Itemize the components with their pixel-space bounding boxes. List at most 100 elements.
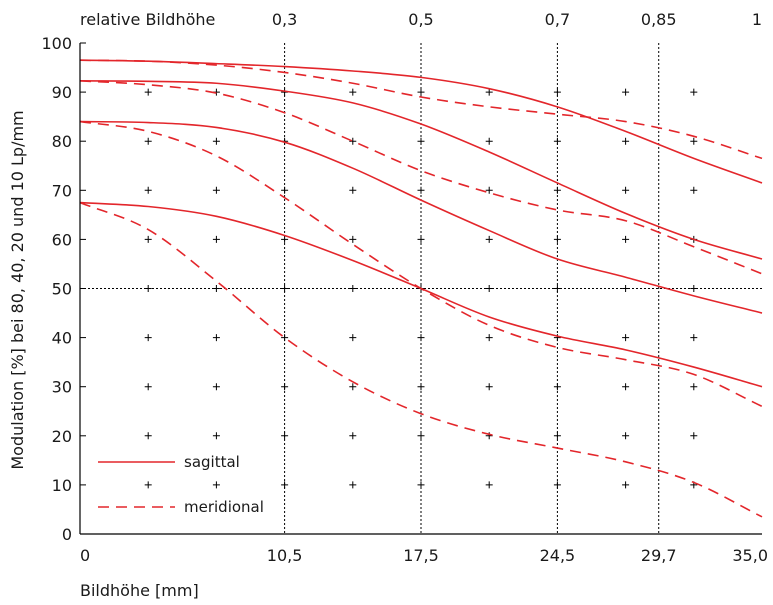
grid-mark-3-8 [349, 88, 357, 96]
grid-mark-3-0 [349, 481, 357, 489]
grid-mark-6-4 [553, 285, 561, 292]
grid-mark-4-0 [417, 481, 425, 489]
grid-mark-0-2 [144, 383, 152, 391]
grid-mark-7-8 [622, 88, 630, 96]
grid-mark-1-4 [212, 285, 220, 292]
grid-mark-6-6 [553, 186, 561, 194]
series-line-7-solid [79, 201, 763, 388]
y-tick-label-6: 60 [52, 230, 72, 249]
grid-mark-8-7 [690, 137, 698, 145]
grid-mark-3-3 [349, 334, 357, 342]
grid-mark-3-6 [349, 186, 357, 194]
grid-mark-1-0 [212, 481, 220, 489]
x-tick-label-2: 17,5 [403, 546, 439, 565]
grid-mark-7-4 [622, 285, 630, 292]
grid-mark-8-2 [690, 383, 698, 391]
y-axis-title: Modulation [%] bei 80, 40, 20 und 10 Lp/… [8, 110, 27, 469]
grid-mark-5-1 [485, 432, 493, 440]
grid-mark-2-4 [281, 285, 289, 292]
grid-mark-7-6 [622, 186, 630, 194]
grid-mark-0-3 [144, 334, 152, 342]
grid-mark-6-2 [553, 383, 561, 391]
grid-mark-6-3 [553, 334, 561, 342]
grid-mark-0-4 [144, 285, 152, 292]
grid-mark-1-7 [212, 137, 220, 145]
y-tick-label-7: 70 [52, 181, 72, 200]
grid-mark-8-4 [690, 285, 698, 292]
y-tick-label-5: 50 [52, 280, 72, 299]
grid-mark-8-3 [690, 334, 698, 342]
grid-mark-6-1 [553, 432, 561, 440]
grid-mark-5-3 [485, 334, 493, 342]
grid-mark-5-4 [485, 285, 493, 292]
grid-mark-4-8 [417, 88, 425, 96]
grid-mark-3-2 [349, 383, 357, 391]
x2-tick-label-3: 0,85 [641, 10, 677, 29]
grid-mark-8-1 [690, 432, 698, 440]
grid-mark-5-8 [485, 88, 493, 96]
grid-mark-2-6 [281, 186, 289, 194]
grid-mark-2-1 [281, 432, 289, 440]
y-tick-label-3: 30 [52, 378, 72, 397]
grid-mark-2-2 [281, 383, 289, 391]
grid-mark-0-0 [144, 481, 152, 489]
series-line-4-dashed [79, 80, 763, 275]
grid-mark-4-1 [417, 432, 425, 440]
legend-meridional-label: meridional [184, 498, 264, 516]
grid-mark-7-3 [622, 334, 630, 342]
x2-tick-label-2: 0,7 [545, 10, 570, 29]
grid-mark-6-0 [553, 481, 561, 489]
grid-mark-1-5 [212, 235, 220, 243]
y-tick-label-2: 20 [52, 427, 72, 446]
grid-mark-0-1 [144, 432, 152, 440]
grid-mark-0-6 [144, 186, 152, 194]
grid-mark-1-1 [212, 432, 220, 440]
grid-mark-4-2 [417, 383, 425, 391]
grid-mark-5-5 [485, 235, 493, 243]
grid-mark-4-3 [417, 334, 425, 342]
x-tick-label-5: 35,0 [732, 546, 768, 565]
legend: sagittal meridional [98, 453, 264, 516]
x-axis-title: Bildhöhe [mm] [80, 581, 199, 600]
grid-mark-3-7 [349, 137, 357, 145]
x-tick-label-0: 0 [80, 546, 90, 565]
grid-mark-3-4 [349, 285, 357, 292]
grid-mark-2-5 [281, 235, 289, 243]
grid-mark-5-0 [485, 481, 493, 489]
y-tick-label-4: 40 [52, 329, 72, 348]
x2-axis-title: relative Bildhöhe [80, 10, 215, 29]
legend-sagittal-label: sagittal [184, 453, 240, 471]
x2-tick-label-0: 0,3 [272, 10, 297, 29]
grid-mark-7-0 [622, 481, 630, 489]
grid-mark-4-6 [417, 186, 425, 194]
grid-mark-2-3 [281, 334, 289, 342]
x2-tick-label-4: 1 [752, 10, 762, 29]
grid-mark-6-8 [553, 88, 561, 96]
grid-mark-6-5 [553, 235, 561, 243]
series-line-5-solid [79, 120, 763, 314]
grid-mark-5-2 [485, 383, 493, 391]
y-tick-label-0: 0 [62, 525, 72, 544]
series-line-2-dashed [79, 59, 763, 160]
grid-mark-0-7 [144, 137, 152, 145]
x2-tick-label-1: 0,5 [408, 10, 433, 29]
axes [79, 42, 762, 535]
y-tick-label-1: 10 [52, 476, 72, 495]
grid-mark-7-1 [622, 432, 630, 440]
series-line-8-dashed [79, 201, 763, 518]
grid-mark-7-2 [622, 383, 630, 391]
grid-mark-7-7 [622, 137, 630, 145]
series-line-3-solid [79, 80, 763, 260]
grid-mark-3-5 [349, 235, 357, 243]
grid-mark-8-8 [690, 88, 698, 96]
grid-mark-3-1 [349, 432, 357, 440]
y-tick-label-10: 100 [41, 34, 72, 53]
grid-mark-2-0 [281, 481, 289, 489]
grid-mark-7-5 [622, 235, 630, 243]
grid-mark-1-6 [212, 186, 220, 194]
grid-mark-8-6 [690, 186, 698, 194]
x-tick-label-3: 24,5 [540, 546, 576, 565]
grid-mark-0-8 [144, 88, 152, 96]
